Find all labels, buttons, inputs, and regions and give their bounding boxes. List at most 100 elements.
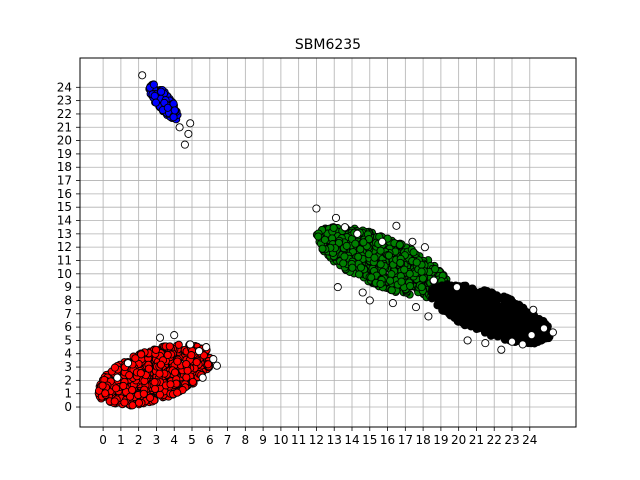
data-point	[376, 246, 385, 255]
x-tick-label: 9	[259, 433, 267, 447]
data-point	[156, 360, 165, 369]
data-point	[487, 322, 497, 331]
y-tick-label: 1	[64, 387, 72, 401]
x-tick-label: 3	[153, 433, 161, 447]
y-tick-label: 3	[64, 360, 72, 374]
data-point	[314, 232, 323, 241]
y-tick-label: 11	[57, 253, 72, 267]
x-tick-label: 4	[170, 433, 178, 447]
data-point	[477, 288, 486, 297]
data-point	[503, 306, 512, 315]
data-point	[170, 106, 179, 115]
outlier-point	[388, 299, 397, 308]
outlier-point	[463, 336, 472, 345]
data-point	[502, 299, 511, 308]
x-tick-label: 16	[380, 433, 395, 447]
data-point	[128, 385, 137, 395]
outlier-point	[312, 204, 321, 213]
data-point	[165, 342, 174, 351]
data-point	[474, 314, 483, 323]
y-tick-label: 17	[57, 174, 72, 188]
outlier-point	[507, 337, 517, 346]
data-point	[134, 398, 144, 407]
data-point	[166, 380, 175, 389]
outlier-point	[331, 213, 341, 222]
y-tick-label: 15	[57, 200, 72, 214]
data-point	[139, 389, 148, 398]
outlier-point	[518, 340, 527, 349]
outlier-point	[184, 129, 193, 138]
data-point	[120, 398, 129, 407]
x-tick-label: 20	[451, 433, 466, 447]
x-tick-label: 1	[117, 433, 125, 447]
y-tick-label: 2	[64, 373, 72, 387]
data-point	[449, 308, 458, 317]
data-point	[518, 308, 527, 317]
data-point	[187, 351, 196, 360]
y-tick-label: 9	[64, 280, 72, 294]
data-point	[465, 316, 474, 325]
outlier-point	[340, 223, 349, 232]
data-point	[479, 299, 488, 308]
data-point	[412, 258, 421, 267]
data-point	[387, 270, 396, 279]
data-point	[149, 80, 158, 89]
outlier-point	[113, 373, 122, 382]
y-tick-label: 7	[64, 307, 72, 321]
data-point	[431, 264, 440, 274]
data-point	[500, 334, 509, 344]
data-point	[405, 269, 414, 278]
y-tick-label: 19	[57, 147, 72, 161]
outlier-point	[123, 359, 133, 368]
y-tick-label: 14	[57, 214, 72, 228]
data-point	[359, 238, 368, 247]
outlier-point	[170, 331, 179, 340]
data-point	[437, 281, 447, 290]
x-tick-label: 24	[522, 433, 537, 447]
outlier-point	[527, 331, 536, 340]
outlier-point	[198, 373, 207, 382]
data-point	[364, 250, 373, 259]
x-tick-label: 0	[99, 433, 107, 447]
data-point	[409, 248, 418, 257]
x-tick-label: 7	[224, 433, 232, 447]
data-point	[136, 369, 145, 378]
x-tick-label: 12	[309, 433, 324, 447]
outlier-point	[452, 283, 461, 292]
data-point	[182, 359, 191, 369]
data-point	[367, 273, 376, 282]
x-tick-label: 23	[504, 433, 519, 447]
outlier-point	[420, 243, 429, 252]
data-point	[329, 223, 338, 232]
data-point	[427, 288, 436, 297]
outlier-point	[202, 343, 211, 352]
data-point	[351, 239, 360, 248]
outlier-point	[138, 71, 147, 80]
data-point	[355, 270, 364, 279]
outlier-point	[212, 361, 221, 370]
chart-title: SBM6235	[295, 37, 361, 53]
outlier-point	[429, 276, 438, 285]
data-point	[384, 251, 393, 260]
outlier-point	[353, 229, 362, 238]
outlier-point	[175, 123, 184, 132]
outlier-point	[378, 237, 387, 246]
data-point	[137, 350, 146, 359]
data-point	[406, 281, 415, 291]
y-tick-label: 22	[57, 107, 72, 121]
y-tick-label: 21	[57, 120, 72, 134]
data-point	[144, 364, 153, 373]
data-point	[174, 340, 183, 349]
data-point	[467, 284, 476, 293]
y-tick-label: 24	[57, 80, 72, 94]
data-point	[334, 238, 343, 247]
x-tick-label: 13	[327, 433, 342, 447]
data-point	[484, 306, 493, 316]
x-tick-label: 15	[362, 433, 377, 447]
data-point	[119, 381, 128, 390]
x-tick-label: 5	[188, 433, 196, 447]
data-point	[386, 276, 395, 285]
data-point	[417, 267, 426, 276]
